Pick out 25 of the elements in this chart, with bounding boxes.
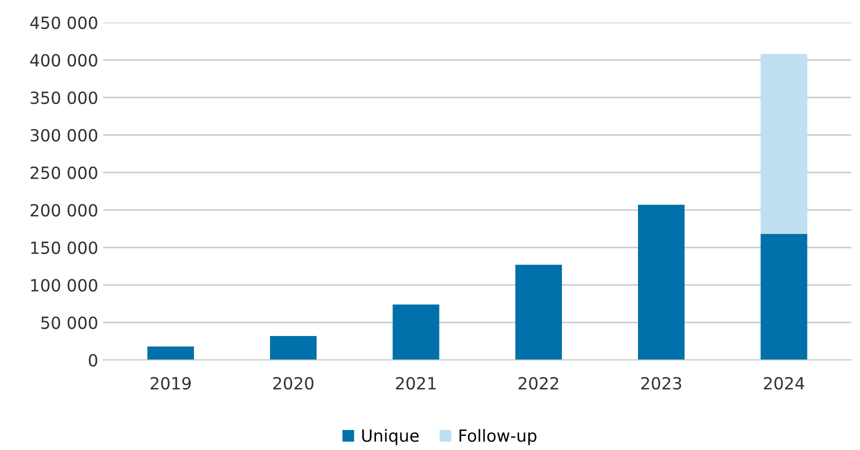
bar (638, 204, 685, 360)
legend-label: Follow-up (460, 429, 536, 446)
legend-label: Unique (362, 429, 419, 446)
y-tick-label: 450 000 (30, 16, 98, 30)
bar (760, 234, 808, 360)
y-tick-label: 250 000 (30, 166, 98, 180)
y-tick-label: 0 (88, 354, 98, 367)
x-tick-label: 2019 (150, 376, 191, 390)
y-tick-label: 50 000 (41, 316, 98, 330)
y-tick-label: 300 000 (30, 128, 98, 142)
x-tick-label: 2020 (273, 376, 314, 390)
bar (392, 304, 440, 360)
x-tick-label: 2023 (641, 376, 682, 390)
y-tick-label: 100 000 (31, 278, 98, 292)
y-tick-label: 200 000 (30, 204, 98, 217)
x-tick-label: 2022 (518, 376, 558, 390)
bar (147, 346, 194, 360)
y-tick-label: 150 000 (31, 241, 98, 254)
y-tick-label: 350 000 (30, 91, 98, 104)
bar (515, 264, 562, 360)
bar (270, 336, 317, 360)
bar (760, 54, 808, 234)
y-tick-label: 400 000 (30, 54, 98, 67)
x-tick-label: 2021 (396, 376, 436, 390)
x-tick-label: 2024 (764, 376, 804, 390)
